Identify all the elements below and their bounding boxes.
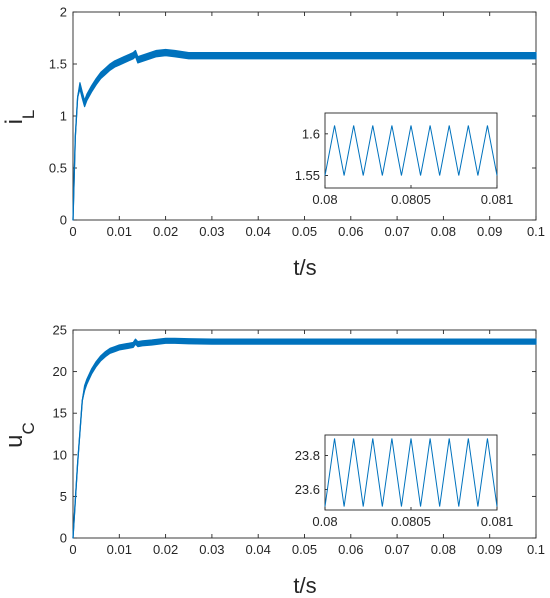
y-axis-label: iL (1, 110, 38, 125)
y-axis-label: uC (1, 422, 38, 448)
series-group (72, 337, 537, 539)
x-tick-label: 0.03 (199, 224, 224, 239)
x-tick-label: 0.05 (292, 224, 317, 239)
y-axis-label-sub: C (19, 422, 38, 434)
inset-series-line (324, 125, 498, 176)
inset-y-tick-label: 1.6 (302, 126, 320, 141)
series-group (72, 48, 537, 221)
x-tick-label: 0.01 (107, 542, 132, 557)
series-line (72, 340, 536, 539)
series-line (72, 51, 536, 221)
x-tick-label: 0.07 (384, 224, 409, 239)
tick-group: 0 0.01 0.02 0.03 0.04 0.05 0.06 0.07 0.08 0.09 0.1… (49, 5, 545, 240)
y-tick-label: 15 (53, 406, 67, 421)
x-tick-label: 0.09 (477, 224, 502, 239)
x-tick-label: 0.05 (292, 542, 317, 557)
inset-x-tick-label: 0.08 (312, 514, 337, 529)
inset-x-tick-label: 0.08 (312, 192, 337, 207)
svg-text:iL: iL (1, 110, 38, 125)
inset-y-tick-label: 23.8 (295, 448, 320, 463)
inset-series-group (324, 438, 498, 507)
tick-group: 0 0.01 0.02 0.03 0.04 0.05 0.06 0.07 0.08 0.09 0.1… (53, 323, 546, 558)
y-tick-label: 5 (60, 489, 67, 504)
x-tick-label: 0.04 (246, 542, 271, 557)
y-tick-label: 10 (53, 447, 67, 462)
y-axis-label-main: u (1, 434, 28, 447)
y-tick-label: 0 (60, 531, 67, 546)
axes-frame (72, 329, 537, 539)
y-tick-label: 0.5 (49, 161, 67, 176)
x-tick-label: 0.1 (527, 542, 545, 557)
y-tick-label: 2 (60, 5, 67, 20)
inset-x-tick-label: 0.0805 (391, 514, 431, 529)
series-band (72, 337, 537, 539)
inset-series-line (324, 438, 498, 507)
inset-tick-group: 0.08 0.0805 0.081 23.6 23.8 (295, 448, 514, 529)
axes-frame (72, 11, 537, 221)
inset-x-tick-label: 0.081 (481, 192, 514, 207)
y-axis-label-main: i (1, 119, 28, 124)
x-tick-label: 0.02 (153, 224, 178, 239)
x-tick-label: 0 (69, 224, 76, 239)
x-tick-label: 0.1 (527, 224, 545, 239)
x-tick-label: 0.03 (199, 542, 224, 557)
inset-uc: 0.08 0.0805 0.081 23.6 23.8 (295, 434, 514, 529)
inset-x-tick-label: 0.0805 (391, 192, 431, 207)
inset-y-tick-label: 1.55 (295, 168, 320, 183)
x-tick-label: 0.02 (153, 542, 178, 557)
x-tick-label: 0.08 (431, 542, 456, 557)
inset-y-tick-label: 23.6 (295, 482, 320, 497)
x-axis-label: t/s (293, 255, 316, 280)
x-tick-label: 0.04 (246, 224, 271, 239)
inset-x-tick-label: 0.081 (481, 514, 514, 529)
x-axis-label: t/s (293, 573, 316, 598)
inset-frame (324, 434, 498, 511)
x-tick-label: 0.07 (384, 542, 409, 557)
inset-frame (324, 112, 498, 189)
x-tick-label: 0.08 (431, 224, 456, 239)
y-tick-label: 0 (60, 213, 67, 228)
y-tick-label: 1 (60, 109, 67, 124)
y-tick-label: 20 (53, 364, 67, 379)
x-tick-label: 0.01 (107, 224, 132, 239)
inset-series-group (324, 125, 498, 176)
x-tick-label: 0.06 (338, 542, 363, 557)
y-tick-label: 25 (53, 323, 67, 338)
x-tick-label: 0.06 (338, 224, 363, 239)
y-tick-label: 1.5 (49, 57, 67, 72)
inset-tick-group: 0.08 0.0805 0.081 1.55 1.6 (295, 126, 514, 207)
y-axis-label-sub: L (19, 110, 38, 119)
inset-il: 0.08 0.0805 0.081 1.55 1.6 (295, 112, 514, 207)
plot-il: 0 0.01 0.02 0.03 0.04 0.05 0.06 0.07 0.08 0.09 0.1… (1, 5, 545, 281)
svg-text:uC: uC (1, 422, 38, 448)
x-tick-label: 0.09 (477, 542, 502, 557)
plot-uc: 0 0.01 0.02 0.03 0.04 0.05 0.06 0.07 0.08 0.09 0.1… (1, 323, 545, 598)
x-tick-label: 0 (69, 542, 76, 557)
